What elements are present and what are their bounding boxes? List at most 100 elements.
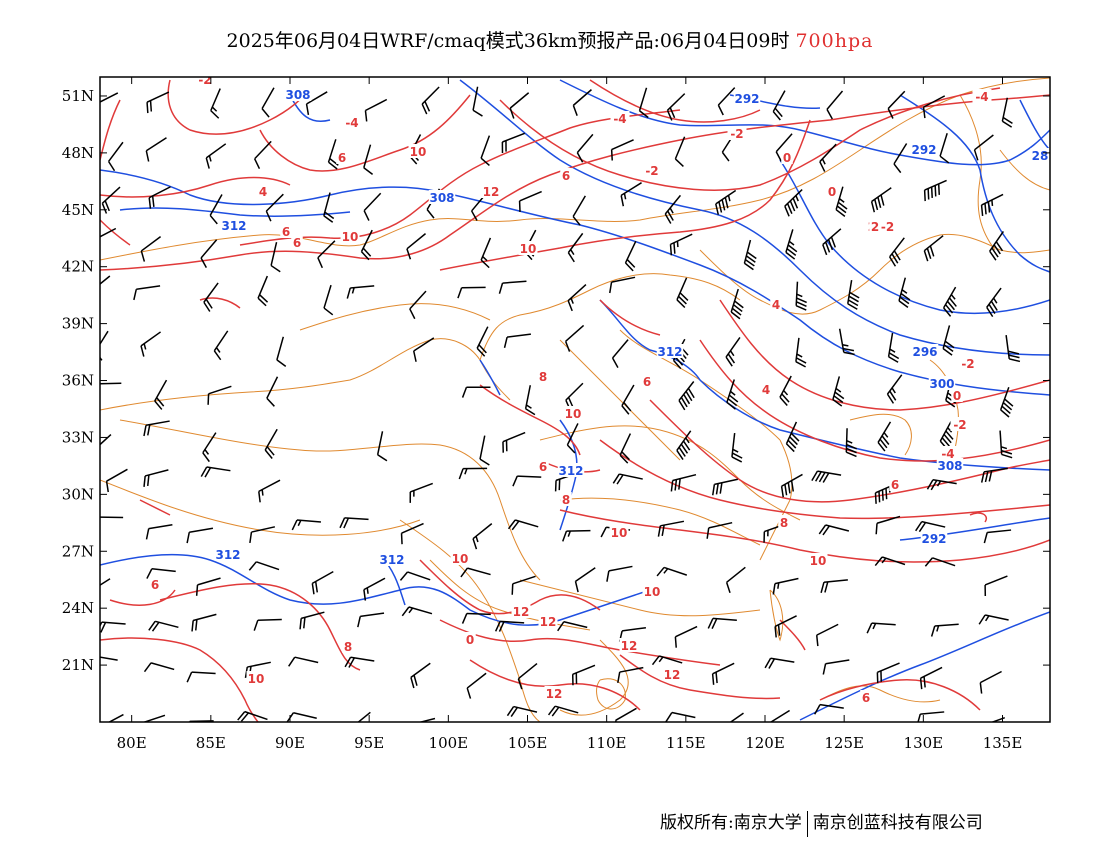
- wind-barb-shaft: [244, 710, 268, 721]
- wind-barb-feather: [936, 480, 942, 487]
- wind-barb-feather: [685, 390, 693, 402]
- temperature-contour-label-bg: [340, 229, 360, 243]
- wind-barb-feather: [729, 350, 735, 357]
- wind-barb-shaft: [206, 466, 231, 472]
- wind-barb: [511, 575, 536, 595]
- temperature-contour-label-bg: [727, 126, 747, 140]
- wind-barb-shaft: [984, 575, 1008, 586]
- wind-barb: [466, 672, 487, 699]
- wind-barb-feather: [154, 400, 163, 410]
- wind-barb-shaft: [826, 90, 844, 110]
- wind-barb-feather: [461, 386, 468, 398]
- wind-barb-shaft: [676, 277, 688, 301]
- wind-barb-feather: [200, 257, 208, 268]
- lon-tick-label: 125E: [824, 734, 864, 752]
- temperature-contour-label: 2: [871, 220, 879, 234]
- wind-barb-feather: [240, 712, 249, 722]
- wind-barb-feather: [658, 656, 664, 663]
- wind-barb-shaft: [107, 141, 124, 162]
- wind-barb-feather: [366, 587, 369, 594]
- wind-barb-shaft: [817, 470, 842, 476]
- wind-barb-feather: [822, 663, 827, 675]
- wind-barb-shaft: [148, 523, 173, 530]
- wind-barb-feather: [917, 713, 922, 722]
- wind-barb-shaft: [769, 709, 790, 722]
- wind-barb-feather: [200, 466, 208, 477]
- wind-barb-shaft: [264, 428, 278, 451]
- wind-barb-shaft: [876, 515, 901, 524]
- wind-barb-feather: [1008, 350, 1020, 355]
- temperature-contour-label: -2: [961, 357, 974, 371]
- wind-barb-feather: [265, 210, 272, 222]
- wind-barb-feather: [946, 396, 957, 404]
- wind-barb-feather: [270, 264, 281, 273]
- wind-barb: [576, 133, 594, 163]
- wind-barb-feather: [674, 158, 684, 167]
- wind-barb-shaft: [256, 561, 280, 571]
- wind-barb-feather: [363, 210, 370, 221]
- wind-barb-feather: [195, 584, 199, 596]
- wind-barb-feather: [682, 440, 691, 451]
- wind-barb-feather: [498, 621, 505, 632]
- wind-barb-feather: [795, 195, 799, 202]
- wind-barb: [917, 711, 945, 722]
- wind-barb: [651, 655, 683, 666]
- wind-barb: [518, 190, 542, 212]
- wind-barb: [725, 566, 746, 594]
- wind-barb-shaft: [323, 284, 332, 309]
- wind-barb: [567, 232, 584, 263]
- wind-barb: [784, 189, 803, 217]
- temperature-contour-label-bg: [808, 553, 828, 567]
- wind-barb: [143, 662, 175, 673]
- wind-barb-feather: [819, 161, 826, 172]
- lat-tick-label: 36N: [62, 372, 94, 390]
- wind-barb-feather: [715, 483, 719, 495]
- wind-barb: [1001, 97, 1013, 128]
- temperature-contour-label-bg: [958, 356, 978, 370]
- wind-barb: [876, 662, 900, 684]
- wind-barb-feather: [936, 625, 940, 632]
- wind-barb: [999, 430, 1013, 459]
- wind-barb-feather: [674, 356, 684, 366]
- wind-barb-feather: [988, 303, 996, 314]
- wind-barb-feather: [276, 359, 287, 368]
- wind-barb-feather: [822, 525, 830, 536]
- temperature-contour-label-bg: [619, 638, 639, 652]
- wind-barb-feather: [617, 671, 621, 684]
- wind-barb-feather: [744, 258, 755, 267]
- wind-barb-feather: [676, 299, 686, 309]
- wind-barb: [288, 656, 319, 667]
- wind-barb: [458, 467, 488, 480]
- wind-barb-feather: [727, 195, 731, 202]
- wind-barb: [363, 192, 382, 221]
- wind-barb-feather: [620, 195, 625, 207]
- wind-barb-feather: [838, 198, 845, 203]
- wind-barb-feather: [888, 356, 899, 363]
- wind-barb: [619, 433, 632, 464]
- temperature-contour-label-bg: [826, 184, 838, 198]
- temperature-contour-label: -2: [645, 164, 658, 178]
- wind-barb-feather: [102, 726, 103, 737]
- wind-barb: [258, 479, 281, 503]
- wind-barb-feather: [339, 517, 346, 529]
- height-contour-label-bg: [284, 87, 312, 101]
- wind-barb-feather: [774, 107, 783, 118]
- wind-barb-feather: [399, 571, 409, 581]
- lon-tick-label: 95E: [354, 734, 384, 752]
- lon-tick-label: 105E: [508, 734, 548, 752]
- temperature-contour-label-bg: [642, 584, 662, 598]
- wind-barb-shaft: [357, 711, 371, 722]
- wind-barb-feather: [983, 532, 988, 544]
- wind-barb: [400, 522, 424, 545]
- wind-barb-shaft: [624, 240, 637, 264]
- wind-barb: [769, 709, 790, 722]
- wind-barb: [472, 86, 483, 117]
- wind-barb-feather: [947, 427, 953, 433]
- wind-barb-feather: [986, 306, 994, 318]
- wind-barb-shaft: [835, 186, 844, 210]
- wind-barb: [898, 277, 911, 308]
- wind-barb: [148, 620, 179, 632]
- wind-barb-feather: [843, 351, 855, 356]
- wind-barb: [621, 384, 635, 415]
- wind-barb: [676, 277, 689, 309]
